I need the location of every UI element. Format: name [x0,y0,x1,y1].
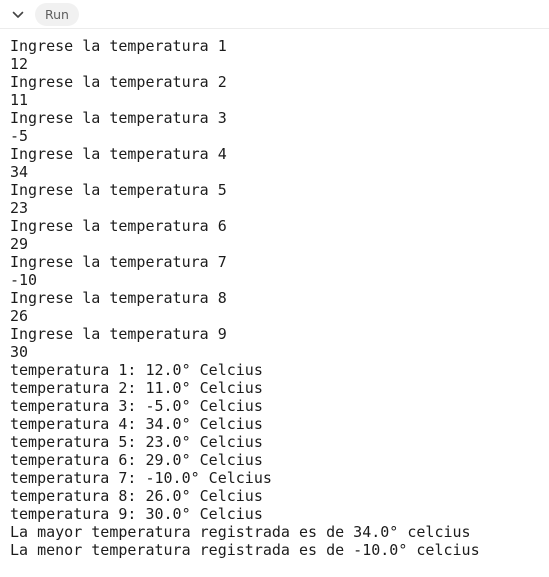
console-line: temperatura 5: 23.0° Celcius [10,433,263,451]
console-line: 34 [10,163,29,181]
console-line: 11 [10,91,29,109]
console-line: 23 [10,199,29,217]
console-line: Ingrese la temperatura 2 [10,73,227,91]
console-line: temperatura 3: -5.0° Celcius [10,397,263,415]
console-line: temperatura 2: 11.0° Celcius [10,379,263,397]
console-line: 12 [10,55,29,73]
console-line: 29 [10,235,29,253]
console-line: Ingrese la temperatura 5 [10,181,227,199]
console-line: Ingrese la temperatura 8 [10,289,227,307]
console-line: Ingrese la temperatura 6 [10,217,227,235]
console-line: Ingrese la temperatura 1 [10,37,227,55]
console-output: Ingrese la temperatura 1 12 Ingrese la tem… [10,37,549,559]
console-line: Ingrese la temperatura 4 [10,145,227,163]
console-line: Ingrese la temperatura 3 [10,109,227,127]
console-line: temperatura 1: 12.0° Celcius [10,361,263,379]
console-line: 30 [10,343,29,361]
chevron-down-icon[interactable] [10,7,26,23]
console-line: -10 [10,271,38,289]
console-line: 26 [10,307,29,325]
console-line: temperatura 4: 34.0° Celcius [10,415,263,433]
console-line: La mayor temperatura registrada es de 34… [10,523,471,541]
output-toolbar: Run [0,0,549,29]
console-line: temperatura 9: 30.0° Celcius [10,505,263,523]
console-line: La menor temperatura registrada es de -1… [10,541,480,559]
run-button[interactable]: Run [35,3,79,26]
console-line: temperatura 8: 26.0° Celcius [10,487,263,505]
console-line: -5 [10,127,29,145]
console-line: temperatura 7: -10.0° Celcius [10,469,272,487]
console-line: Ingrese la temperatura 9 [10,325,227,343]
console-line: Ingrese la temperatura 7 [10,253,227,271]
console-line: temperatura 6: 29.0° Celcius [10,451,263,469]
